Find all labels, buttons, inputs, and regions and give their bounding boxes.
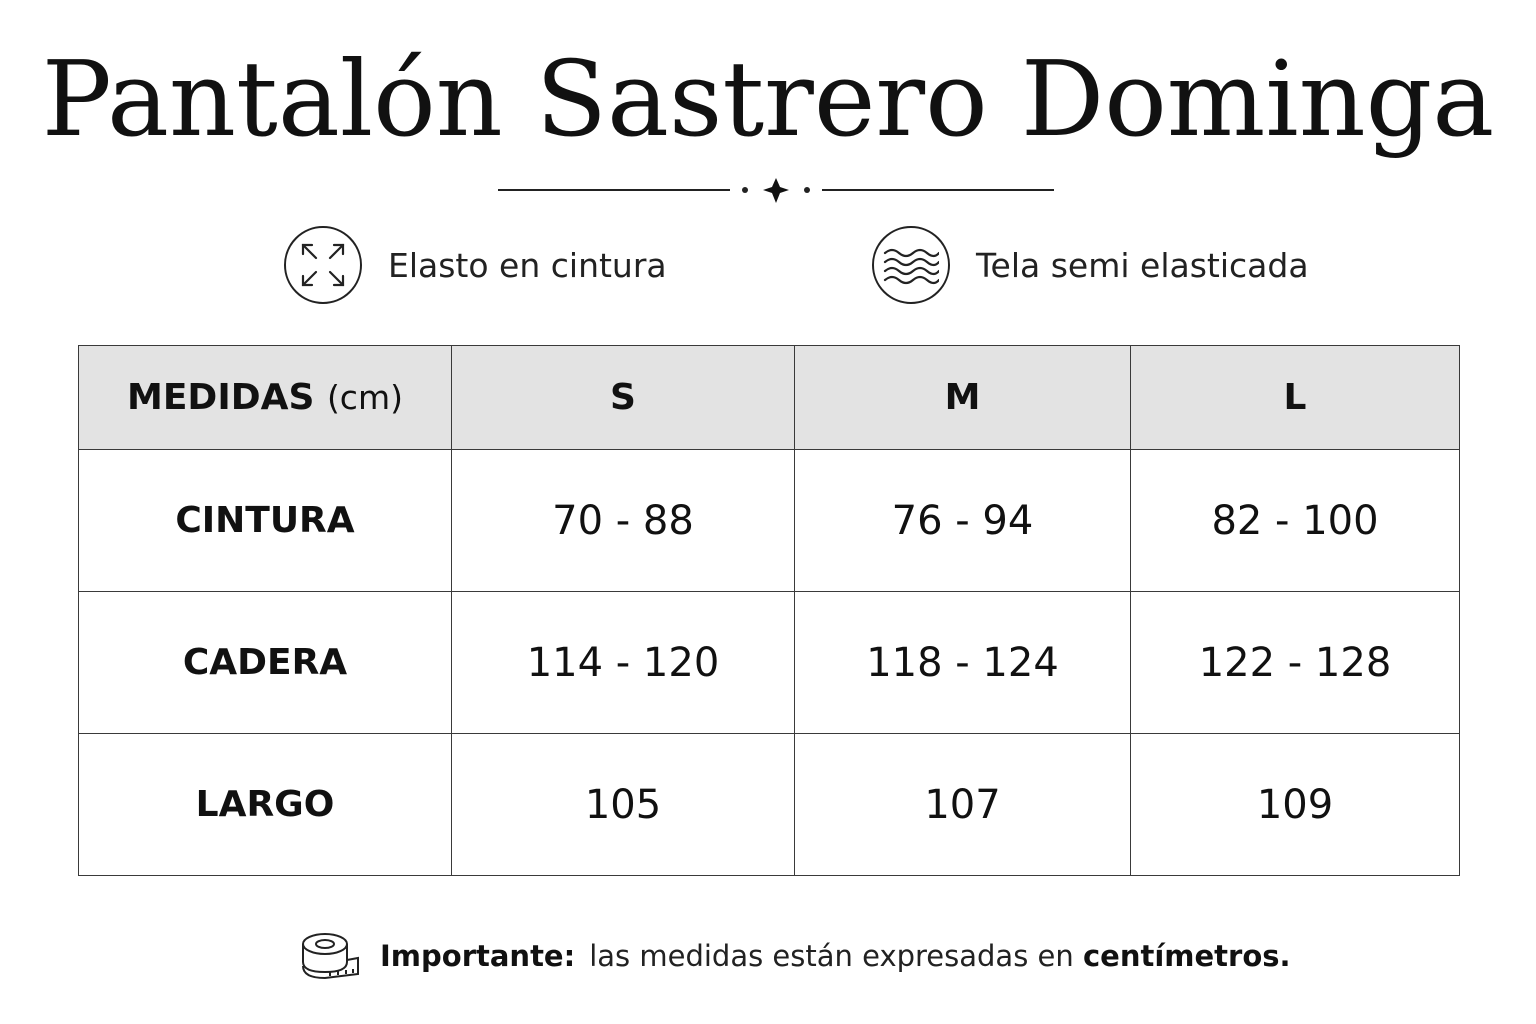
table-row: CADERA 114 - 120 118 - 124 122 - 128 [78,591,1460,734]
row-label-cintura: CINTURA [78,449,452,592]
cell-value: 118 - 124 [794,591,1131,734]
feature-label: Tela semi elasticada [976,245,1309,285]
header-size-l: L [1130,345,1460,450]
size-chart-table: MEDIDAS (cm) S M L CINTURA 70 - 88 76 - … [78,345,1460,876]
table-header-row: MEDIDAS (cm) S M L [78,345,1460,450]
note-text: las medidas están expresadas en [589,939,1074,973]
row-label-largo: LARGO [78,733,452,876]
header-size-m: M [794,345,1131,450]
important-note: Importante: las medidas están expresadas… [300,930,1291,982]
table-row: CINTURA 70 - 88 76 - 94 82 - 100 [78,449,1460,592]
feature-elastic-waist: Elasto en cintura [284,226,667,304]
cell-value: 76 - 94 [794,449,1131,592]
cell-value: 70 - 88 [451,449,795,592]
note-emphasis: centímetros. [1082,939,1291,973]
waves-icon [872,226,950,304]
cell-value: 82 - 100 [1130,449,1460,592]
header-unit: (cm) [326,378,403,417]
ornamental-divider [498,178,1054,203]
table-row: LARGO 105 107 109 [78,733,1460,876]
feature-stretch-fabric: Tela semi elasticada [872,226,1309,304]
cell-value: 109 [1130,733,1460,876]
header-measures-label: MEDIDAS [127,377,315,418]
header-measures: MEDIDAS (cm) [78,345,452,450]
measuring-tape-icon [302,933,359,980]
header-size-s: S [451,345,795,450]
page-title: Pantalón Sastrero Dominga [41,38,1495,160]
cell-value: 122 - 128 [1130,591,1460,734]
row-label-cadera: CADERA [78,591,452,734]
cell-value: 105 [451,733,795,876]
expand-arrows-icon [284,226,362,304]
feature-label: Elasto en cintura [388,245,667,285]
note-lead: Importante: [380,939,576,973]
cell-value: 107 [794,733,1131,876]
cell-value: 114 - 120 [451,591,795,734]
